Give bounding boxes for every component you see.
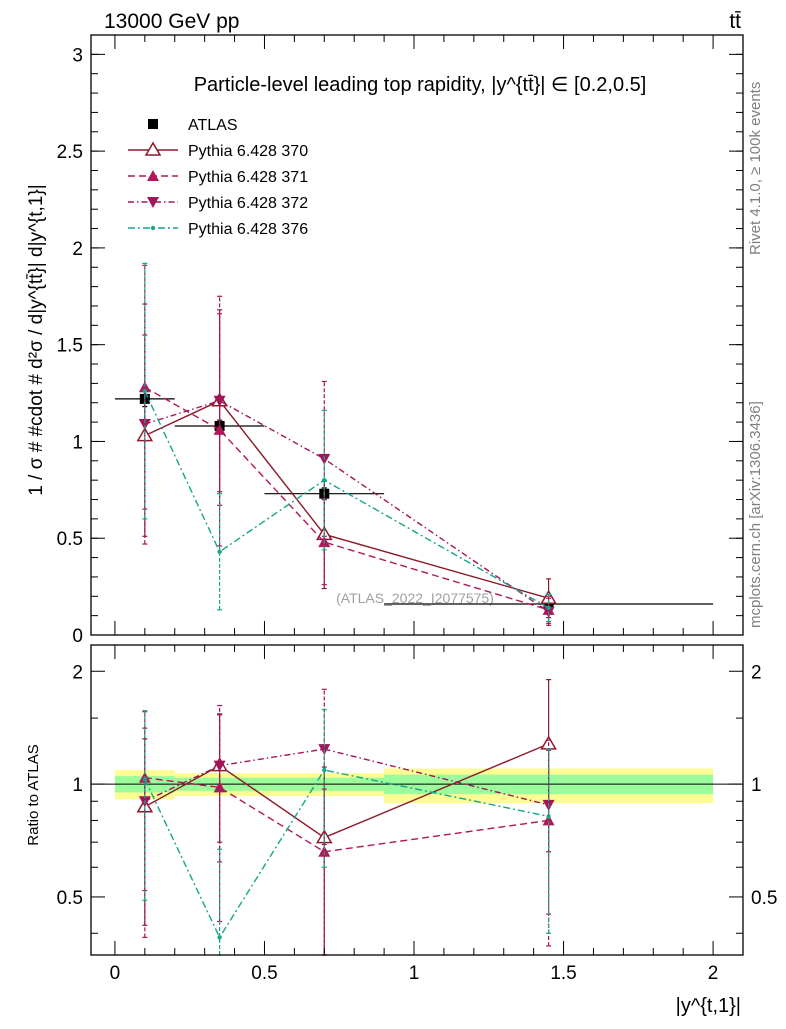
ratio-panel: 0.5 0.5 1 1 2 2 0 0.5 1 1.5 2 Ratio to ATLAS |y^{t… <box>25 644 777 1017</box>
legend-label: Pythia 6.428 370 <box>188 143 308 160</box>
legend-marker <box>150 225 156 231</box>
legend: ATLAS Pythia 6.428 370 Pythia 6.428 371 Pyt… <box>128 117 308 238</box>
x-axis-label: |y^{t,1}| <box>676 995 741 1017</box>
x-tick-label: 1.5 <box>550 963 576 984</box>
series-line-p370 <box>144 743 549 839</box>
y-tick-label: 1 <box>72 775 83 796</box>
point-p376 <box>546 814 551 819</box>
rivet-label: Rivet 4.1.0, ≥ 100k events <box>747 82 764 255</box>
analysis-watermark: (ATLAS_2022_I2077575) <box>336 590 494 606</box>
point-p376 <box>546 605 551 611</box>
point-p371 <box>542 814 555 826</box>
point-p376 <box>322 767 327 773</box>
process-label: tt̄ <box>729 10 741 33</box>
series-line-p372 <box>144 748 549 806</box>
series-line-p371 <box>144 386 549 611</box>
y-tick-label-right: 0.5 <box>751 888 777 909</box>
point-p376 <box>217 935 222 940</box>
legend-entry-p370: Pythia 6.428 370 <box>128 141 308 160</box>
y-tick-label: 3 <box>72 45 83 66</box>
legend-label: Pythia 6.428 371 <box>188 169 308 186</box>
legend-label: ATLAS <box>188 117 238 134</box>
main-title: Particle-level leading top rapidity, |y^… <box>194 74 647 96</box>
x-tick-label: 0.5 <box>251 963 277 984</box>
point-p372 <box>213 760 226 772</box>
x-tick-label: 2 <box>708 963 719 984</box>
y-tick-label: 1 <box>72 432 83 453</box>
main-y-axis-label: 1 / σ # #cdot # d²σ / d|y^{tt̄}| d|y^{t,… <box>26 184 47 495</box>
point-p371 <box>318 845 331 857</box>
legend-entry-p371: Pythia 6.428 371 <box>128 169 308 186</box>
legend-entry-p372: Pythia 6.428 372 <box>128 195 308 212</box>
y-tick-label: 0 <box>72 626 83 647</box>
series-line-p376 <box>144 390 549 609</box>
x-tick-label: 0 <box>110 963 121 984</box>
ratio-series <box>136 679 557 956</box>
ratio-axis-ticks: 0.5 0.5 1 1 2 2 0 0.5 1 1.5 2 <box>57 645 777 984</box>
x-tick-label: 1 <box>409 963 420 984</box>
point-p376 <box>217 549 222 554</box>
mcplots-label: mcplots.cern.ch [arXiv:1306.3436] <box>747 401 764 628</box>
point-p372 <box>213 395 226 407</box>
point-p372 <box>138 419 151 431</box>
main-panel: Particle-level leading top rapidity, |y^… <box>26 34 744 647</box>
series-line-p376 <box>144 769 549 939</box>
main-axis-ticks: 0 0.5 1 1.5 2 2.5 3 <box>57 34 743 647</box>
energy-label: 13000 GeV pp <box>104 10 239 33</box>
y-tick-label: 2 <box>72 239 83 260</box>
point-p376 <box>142 777 148 782</box>
legend-marker <box>148 119 158 129</box>
main-frame <box>90 34 744 636</box>
legend-entry-data: ATLAS <box>148 117 238 134</box>
legend-entry-p376: Pythia 6.428 376 <box>128 221 308 238</box>
legend-marker <box>147 170 159 181</box>
y-tick-label: 2 <box>72 662 83 683</box>
legend-marker <box>147 197 159 208</box>
y-tick-label: 0.5 <box>57 888 83 909</box>
series-line-p372 <box>144 400 549 613</box>
point-p376 <box>322 477 327 483</box>
main-series <box>114 262 714 626</box>
y-tick-label-right: 1 <box>751 775 762 796</box>
y-tick-label: 2.5 <box>57 142 83 163</box>
y-tick-label-right: 2 <box>751 662 762 683</box>
series-line-p370 <box>144 399 549 599</box>
series-line-p371 <box>144 777 549 853</box>
legend-marker <box>144 141 162 156</box>
y-tick-label: 1.5 <box>57 336 83 357</box>
ratio-y-axis-label: Ratio to ATLAS <box>25 744 42 845</box>
point-p376 <box>142 388 148 394</box>
ratio-frame <box>90 644 744 956</box>
series-p376 <box>142 262 552 623</box>
y-tick-label: 0.5 <box>57 529 83 550</box>
legend-label: Pythia 6.428 376 <box>188 221 308 238</box>
legend-label: Pythia 6.428 372 <box>188 195 308 212</box>
